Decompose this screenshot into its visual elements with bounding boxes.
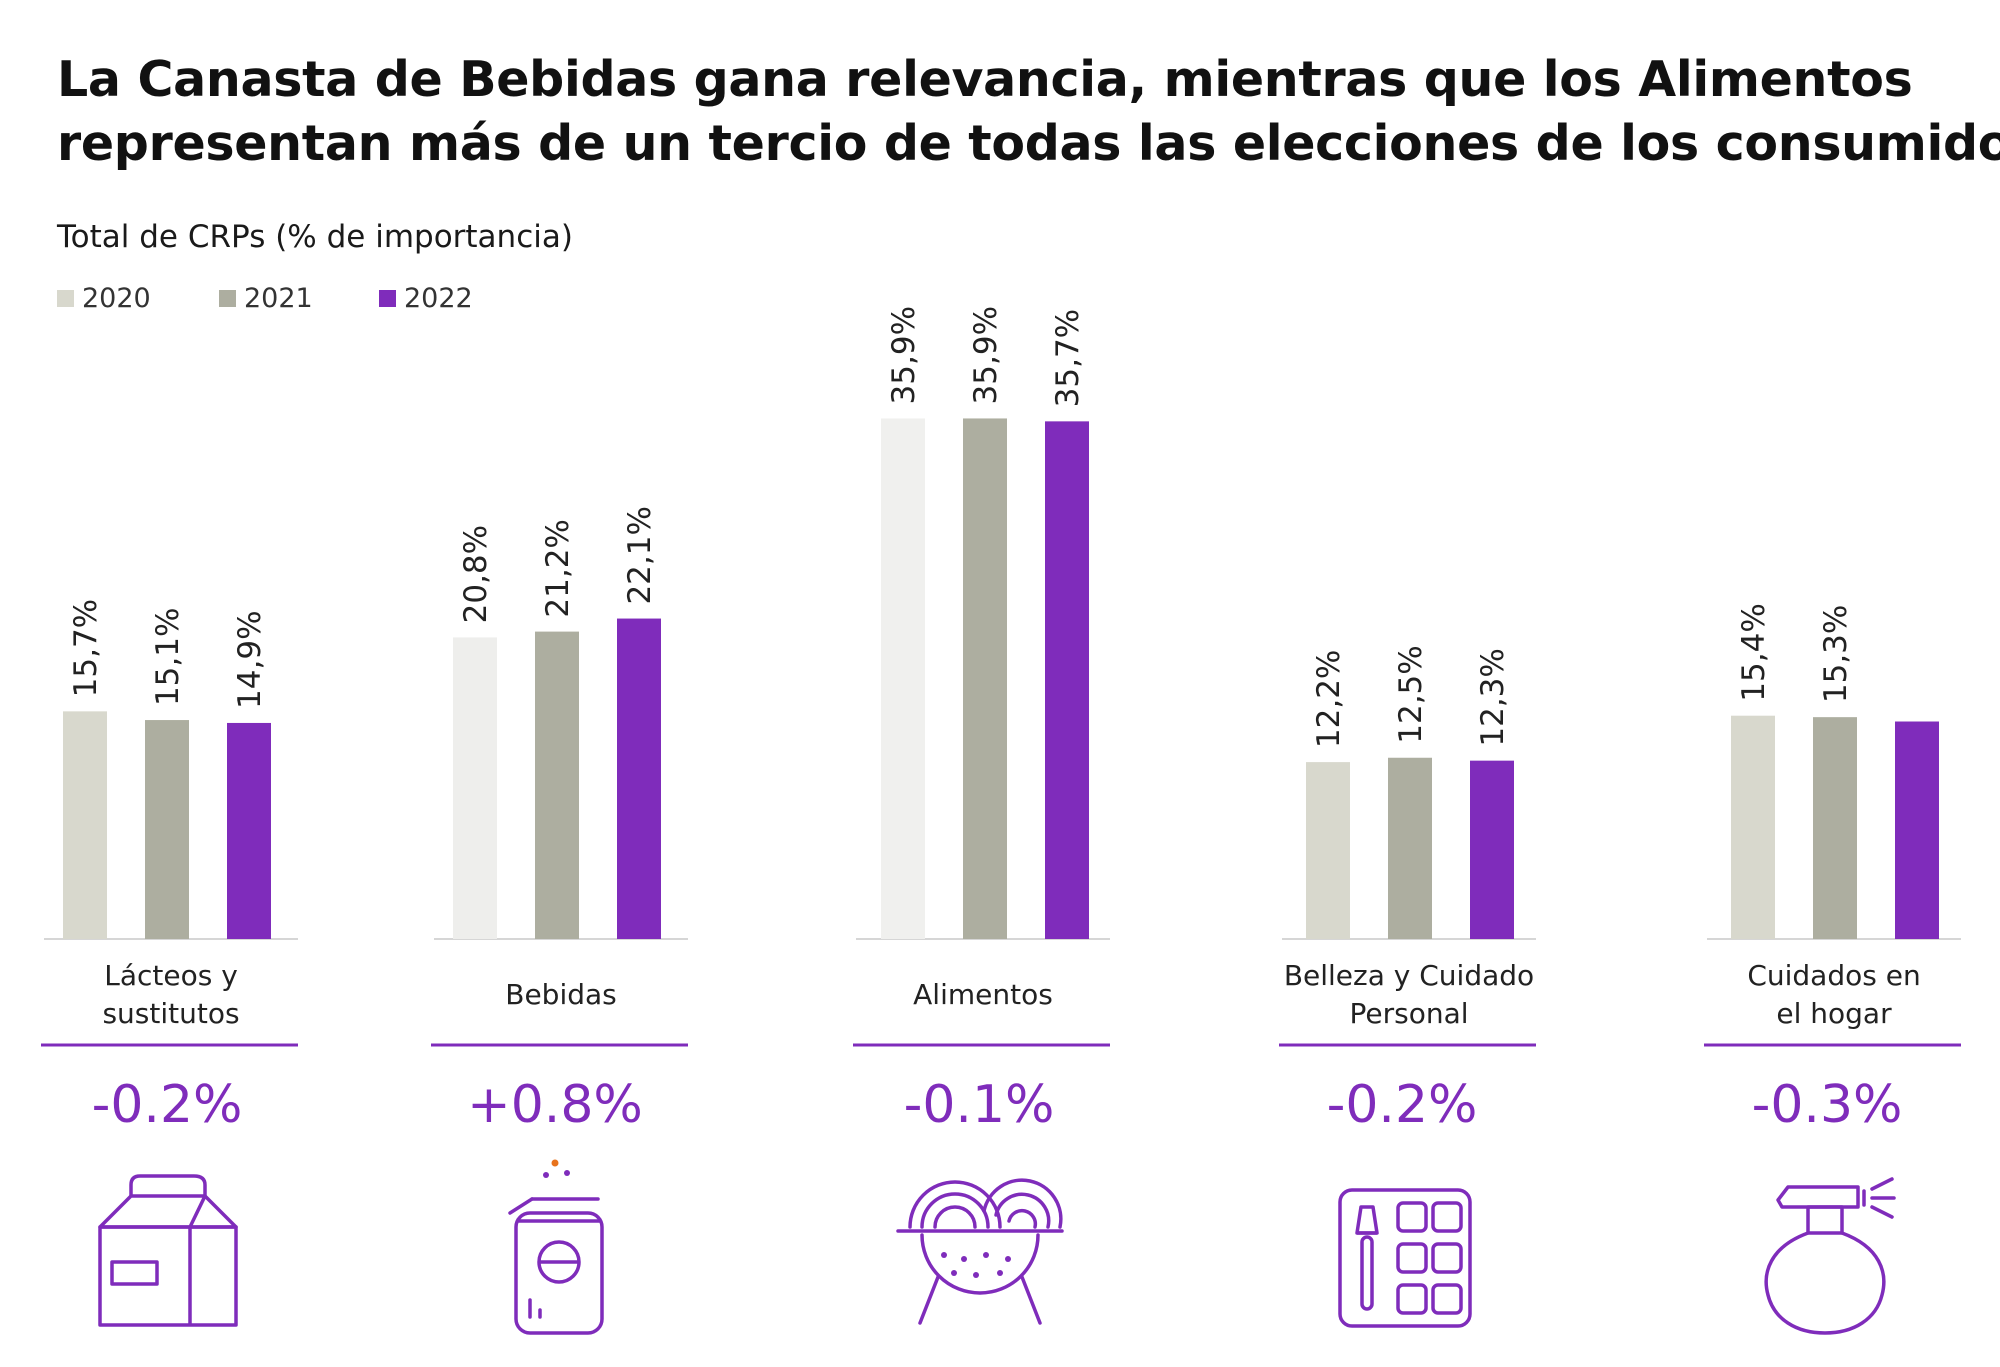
data-label-lacteos-2021: 15,1% — [150, 608, 186, 706]
data-label-bebidas-2022: 22,1% — [622, 506, 658, 604]
change-value-bebidas: +0.8% — [467, 1075, 643, 1135]
food-bowl-icon — [896, 1178, 1064, 1325]
legend-label-2021: 2021 — [244, 282, 313, 314]
bar-alimentos-2022 — [1045, 421, 1089, 940]
data-label-bebidas-2021: 21,2% — [540, 519, 576, 617]
legend-item-2022: 2022 — [379, 280, 473, 316]
data-label-hogar-2021: 15,3% — [1818, 605, 1854, 703]
soda-can-icon — [508, 1159, 604, 1335]
change-value-belleza: -0.2% — [1326, 1075, 1478, 1135]
data-label-lacteos-2022: 14,9% — [232, 610, 268, 708]
bar-belleza-2022 — [1470, 760, 1514, 939]
data-label-belleza-2021: 12,5% — [1393, 645, 1429, 743]
data-label-belleza-2022: 12,3% — [1475, 648, 1511, 746]
bar-hogar-2020 — [1731, 715, 1775, 939]
data-label-alimentos-2022: 35,7% — [1050, 309, 1086, 407]
data-label-alimentos-2020: 35,9% — [886, 306, 922, 404]
bar-alimentos-2021 — [963, 418, 1007, 939]
bar-bebidas-2020 — [453, 637, 497, 939]
category-label-hogar-2: el hogar — [1776, 997, 1892, 1030]
category-label-alimentos-1: Alimentos — [913, 978, 1053, 1011]
bar-hogar-2022 — [1895, 721, 1939, 939]
legend-label-2020: 2020 — [82, 282, 151, 314]
milk-carton-icon — [98, 1174, 238, 1327]
category-label-belleza-2: Personal — [1349, 997, 1468, 1030]
category-label-bebidas-1: Bebidas — [505, 978, 617, 1011]
category-label-lacteos-1: Lácteos y — [104, 959, 238, 992]
data-label-bebidas-2020: 20,8% — [458, 525, 494, 623]
data-label-belleza-2020: 12,2% — [1311, 650, 1347, 748]
chart-title: La Canasta de Bebidas gana relevancia, m… — [57, 48, 2000, 176]
change-value-lacteos: -0.2% — [91, 1075, 243, 1135]
category-label-hogar-1: Cuidados en — [1747, 959, 1920, 992]
bar-hogar-2021 — [1813, 717, 1857, 939]
makeup-palette-icon — [1338, 1188, 1472, 1328]
data-label-lacteos-2020: 15,7% — [68, 599, 104, 697]
category-label-lacteos-2: sustitutos — [102, 997, 239, 1030]
legend-label-2022: 2022 — [404, 282, 473, 314]
bar-lacteos-2021 — [145, 720, 189, 939]
title-line-2: representan más de un tercio de todas la… — [57, 115, 2000, 172]
bar-lacteos-2022 — [227, 722, 271, 939]
bar-bebidas-2021 — [535, 631, 579, 939]
bar-lacteos-2020 — [63, 711, 107, 939]
bar-belleza-2020 — [1306, 762, 1350, 939]
data-label-hogar-2020: 15,4% — [1736, 603, 1772, 701]
spray-bottle-icon — [1764, 1177, 1896, 1335]
change-value-alimentos: -0.1% — [903, 1075, 1055, 1135]
legend-item-2020: 2020 — [57, 280, 151, 316]
change-value-hogar: -0.3% — [1751, 1075, 1903, 1135]
legend-item-2021: 2021 — [219, 280, 313, 316]
title-line-1: La Canasta de Bebidas gana relevancia, m… — [57, 51, 1913, 108]
chart-subtitle: Total de CRPs (% de importancia) — [57, 219, 573, 255]
bar-alimentos-2020 — [881, 418, 925, 939]
legend-swatch-2020 — [57, 289, 74, 307]
legend-swatch-2022 — [379, 289, 396, 307]
bar-bebidas-2022 — [617, 618, 661, 939]
category-label-belleza-1: Belleza y Cuidado — [1284, 959, 1534, 992]
legend-swatch-2021 — [219, 289, 236, 307]
data-label-alimentos-2021: 35,9% — [968, 306, 1004, 404]
bar-belleza-2021 — [1388, 757, 1432, 939]
